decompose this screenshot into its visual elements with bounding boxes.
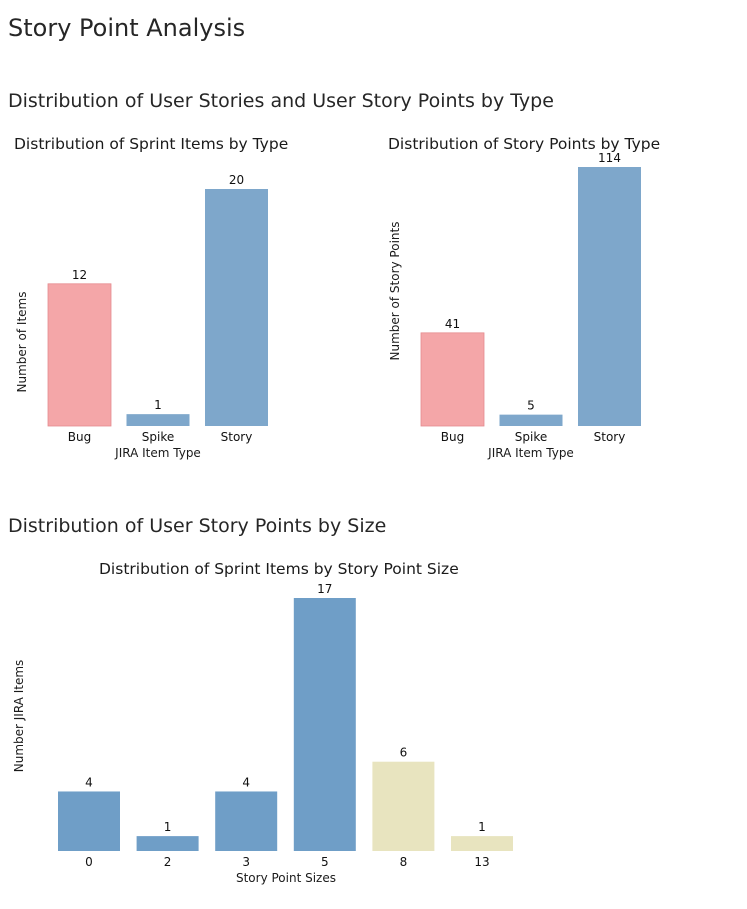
bar-story [205, 189, 268, 426]
data-label: 1 [478, 820, 486, 834]
x-tick-label: Bug [441, 430, 464, 444]
page-title: Story Point Analysis [8, 14, 246, 42]
x-tick-label: 0 [85, 855, 93, 869]
x-tick-label: 5 [321, 855, 329, 869]
bar-story [578, 167, 641, 426]
x-axis-label: JIRA Item Type [114, 446, 201, 460]
bar-0 [58, 791, 120, 851]
chart-points-by-type: Distribution of Story Points by Type Numb… [388, 135, 660, 460]
data-label: 114 [598, 151, 621, 165]
x-tick-label: 3 [242, 855, 250, 869]
data-label: 6 [400, 746, 408, 760]
bar-13 [451, 836, 513, 851]
data-label: 41 [445, 317, 460, 331]
x-tick-label: Spike [142, 430, 174, 444]
bar-spike [499, 414, 563, 426]
data-label: 20 [229, 173, 244, 187]
x-tick-label: Story [594, 430, 626, 444]
data-label: 1 [154, 398, 162, 412]
x-tick-label: 13 [474, 855, 489, 869]
bar-bug [420, 332, 485, 427]
y-axis-label: Number of Story Points [388, 222, 402, 361]
data-label: 17 [317, 582, 332, 596]
chart-title: Distribution of Sprint Items by Type [14, 135, 288, 153]
chart-items-by-type: Distribution of Sprint Items by Type Numb… [14, 135, 288, 460]
data-label: 1 [164, 820, 172, 834]
bar-bug [47, 283, 112, 427]
bar-2 [136, 836, 199, 851]
chart-items-by-size: Distribution of Sprint Items by Story Po… [12, 560, 513, 885]
x-tick-label: 8 [400, 855, 408, 869]
x-axis-label: Story Point Sizes [236, 871, 336, 885]
x-tick-label: Bug [68, 430, 91, 444]
x-tick-label: Spike [515, 430, 547, 444]
data-label: 12 [72, 268, 87, 282]
x-axis-label: JIRA Item Type [487, 446, 574, 460]
x-tick-label: 2 [164, 855, 172, 869]
data-label: 4 [242, 775, 250, 789]
data-label: 5 [527, 399, 535, 413]
section-title-by-type: Distribution of User Stories and User St… [8, 90, 554, 112]
bar-8 [372, 761, 435, 851]
bar-3 [215, 791, 278, 851]
bar-5 [293, 598, 356, 851]
y-axis-label: Number of Items [15, 292, 29, 393]
data-label: 4 [85, 775, 93, 789]
x-tick-label: Story [221, 430, 253, 444]
y-axis-label: Number JIRA Items [12, 660, 26, 773]
bar-spike [126, 414, 190, 426]
chart-title: Distribution of Story Points by Type [388, 135, 660, 153]
chart-title: Distribution of Sprint Items by Story Po… [99, 560, 459, 578]
section-title-by-size: Distribution of User Story Points by Siz… [8, 515, 387, 537]
